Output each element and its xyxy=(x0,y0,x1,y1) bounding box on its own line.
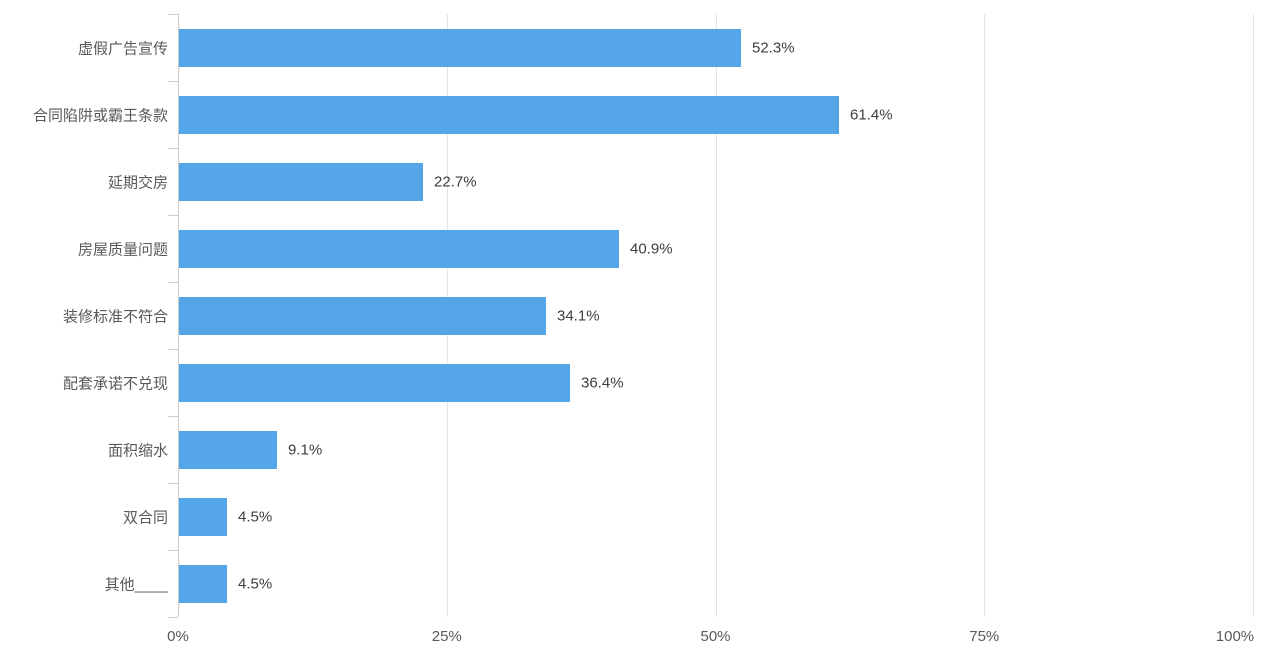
x-axis-label: 100% xyxy=(1215,628,1255,645)
bar xyxy=(179,163,423,201)
category-label: 双合同 xyxy=(122,509,168,526)
y-axis-tick xyxy=(168,282,178,283)
bar xyxy=(179,297,546,335)
y-axis-tick xyxy=(168,148,178,149)
x-axis-label: 50% xyxy=(700,628,731,645)
bar xyxy=(179,364,570,402)
category-label: 合同陷阱或霸王条款 xyxy=(32,107,168,124)
bar xyxy=(179,431,277,469)
category-label: 房屋质量问题 xyxy=(77,241,168,258)
y-axis-tick xyxy=(168,81,178,82)
bar xyxy=(179,230,619,268)
category-label: 面积缩水 xyxy=(107,442,168,459)
category-label: 其他____ xyxy=(104,576,168,593)
value-label: 34.1% xyxy=(557,307,600,324)
gridline-100% xyxy=(1253,14,1254,617)
y-axis-tick xyxy=(168,215,178,216)
category-label: 延期交房 xyxy=(107,174,168,191)
value-label: 9.1% xyxy=(288,441,323,458)
gridline-75% xyxy=(984,14,986,617)
y-axis-line xyxy=(178,14,179,617)
gridline-50% xyxy=(715,14,717,617)
y-axis-tick xyxy=(168,14,178,15)
value-label: 61.4% xyxy=(850,106,893,123)
value-label: 52.3% xyxy=(752,39,795,56)
y-axis-tick xyxy=(168,416,178,417)
category-label: 配套承诺不兑现 xyxy=(62,375,168,392)
category-label: 装修标准不符合 xyxy=(62,308,168,325)
y-axis-tick xyxy=(168,617,178,618)
bar xyxy=(179,96,839,134)
value-label: 40.9% xyxy=(630,240,673,257)
value-label: 4.5% xyxy=(238,508,273,525)
y-axis-tick xyxy=(168,483,178,484)
y-axis-tick xyxy=(168,349,178,350)
x-axis-label: 75% xyxy=(969,628,1000,645)
value-label: 4.5% xyxy=(238,575,273,592)
value-label: 36.4% xyxy=(581,374,624,391)
x-axis-label: 0% xyxy=(167,628,189,645)
y-axis-tick xyxy=(168,550,178,551)
category-label: 虚假广告宣传 xyxy=(77,40,168,57)
x-axis-label: 25% xyxy=(431,628,462,645)
bar xyxy=(179,565,227,603)
bar xyxy=(179,498,227,536)
value-label: 22.7% xyxy=(434,173,477,190)
bar xyxy=(179,29,741,67)
